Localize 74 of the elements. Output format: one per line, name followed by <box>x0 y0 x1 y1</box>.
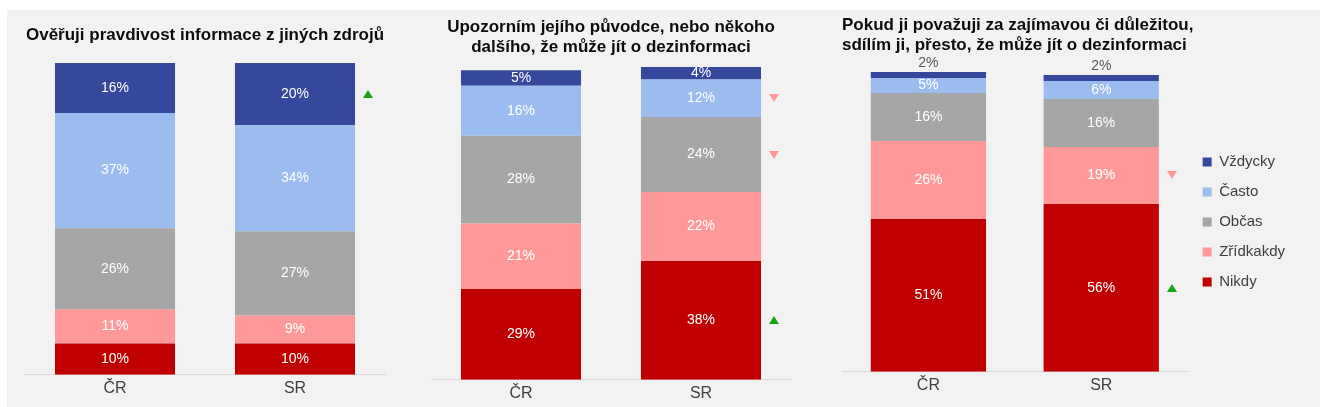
x-tick-label: ČR <box>916 374 940 393</box>
data-label: 24% <box>686 145 716 162</box>
bar <box>640 79 762 118</box>
bar <box>54 309 176 344</box>
data-label: 28% <box>506 170 536 187</box>
data-label: 9% <box>284 320 306 337</box>
data-label: 4% <box>690 64 712 81</box>
bar <box>1043 80 1159 99</box>
data-label: 29% <box>506 325 536 342</box>
bar <box>54 343 176 375</box>
data-label: 10% <box>280 350 310 367</box>
data-label: 56% <box>1087 278 1116 295</box>
data-label: 12% <box>686 89 716 106</box>
bar <box>1043 98 1159 147</box>
x-tick-label: ČR <box>509 382 533 401</box>
bar <box>234 315 356 344</box>
x-tick-label: SR <box>283 378 307 396</box>
bar <box>234 231 356 316</box>
bar <box>460 70 582 86</box>
data-label: 51% <box>914 286 943 303</box>
data-label: 19% <box>1087 166 1116 183</box>
bar <box>54 112 176 229</box>
data-label: 22% <box>686 217 716 234</box>
bar <box>234 343 356 375</box>
x-tick-label: SR <box>689 383 713 401</box>
bar <box>870 92 987 141</box>
bar <box>1043 146 1159 204</box>
bar <box>640 260 762 380</box>
chart-title: Pokud ji považuji za zajímavou či důležitou, sdílím ji, přesto, že může jít o dezinformaci <box>842 14 1194 54</box>
bar <box>460 85 582 136</box>
data-label: 5% <box>918 76 939 93</box>
data-label: 38% <box>686 311 716 328</box>
data-label: 34% <box>280 169 310 186</box>
data-label: 6% <box>1091 80 1112 97</box>
data-label: 2% <box>918 53 939 70</box>
legend-label: Občas <box>1219 212 1263 230</box>
legend-label: Nikdy <box>1219 272 1258 290</box>
bar <box>460 135 582 224</box>
legend-label: Zřídkakdy <box>1219 242 1286 260</box>
bar <box>460 223 582 290</box>
bar <box>54 228 176 310</box>
bar <box>1043 203 1159 372</box>
data-label: 21% <box>506 247 536 264</box>
data-label: 5% <box>510 68 532 85</box>
data-label: 2% <box>1091 56 1112 73</box>
chart-title: Ověřuji pravdivost informace z jiných zdrojů <box>25 24 385 44</box>
bar <box>234 63 356 126</box>
bar <box>460 289 582 380</box>
legend-label: Často <box>1219 182 1259 200</box>
data-label: 37% <box>100 161 130 178</box>
data-label: 10% <box>100 350 130 367</box>
x-tick-label: ČR <box>103 377 127 396</box>
bar <box>640 192 762 261</box>
data-label: 26% <box>914 170 943 187</box>
legend-label: Vždycky <box>1219 152 1276 170</box>
data-label: 16% <box>914 107 943 124</box>
data-label: 27% <box>280 264 310 281</box>
data-label: 16% <box>506 101 536 118</box>
data-label: 16% <box>100 78 130 95</box>
bar <box>640 117 762 193</box>
bar <box>1043 75 1159 81</box>
x-tick-label: SR <box>1090 375 1113 393</box>
bar <box>640 67 762 80</box>
bar <box>870 140 987 219</box>
bar <box>54 63 176 113</box>
chart-title: Upozorním jejího původce, nebo někoho dalšího, že může jít o dezinformaci <box>447 16 775 56</box>
bar <box>870 78 987 93</box>
data-label: 26% <box>100 259 130 276</box>
bar <box>870 218 987 372</box>
data-label: 20% <box>280 85 310 102</box>
data-label: 16% <box>1087 113 1116 130</box>
bar <box>870 72 987 78</box>
bar <box>234 125 356 232</box>
data-label: 11% <box>101 317 129 334</box>
